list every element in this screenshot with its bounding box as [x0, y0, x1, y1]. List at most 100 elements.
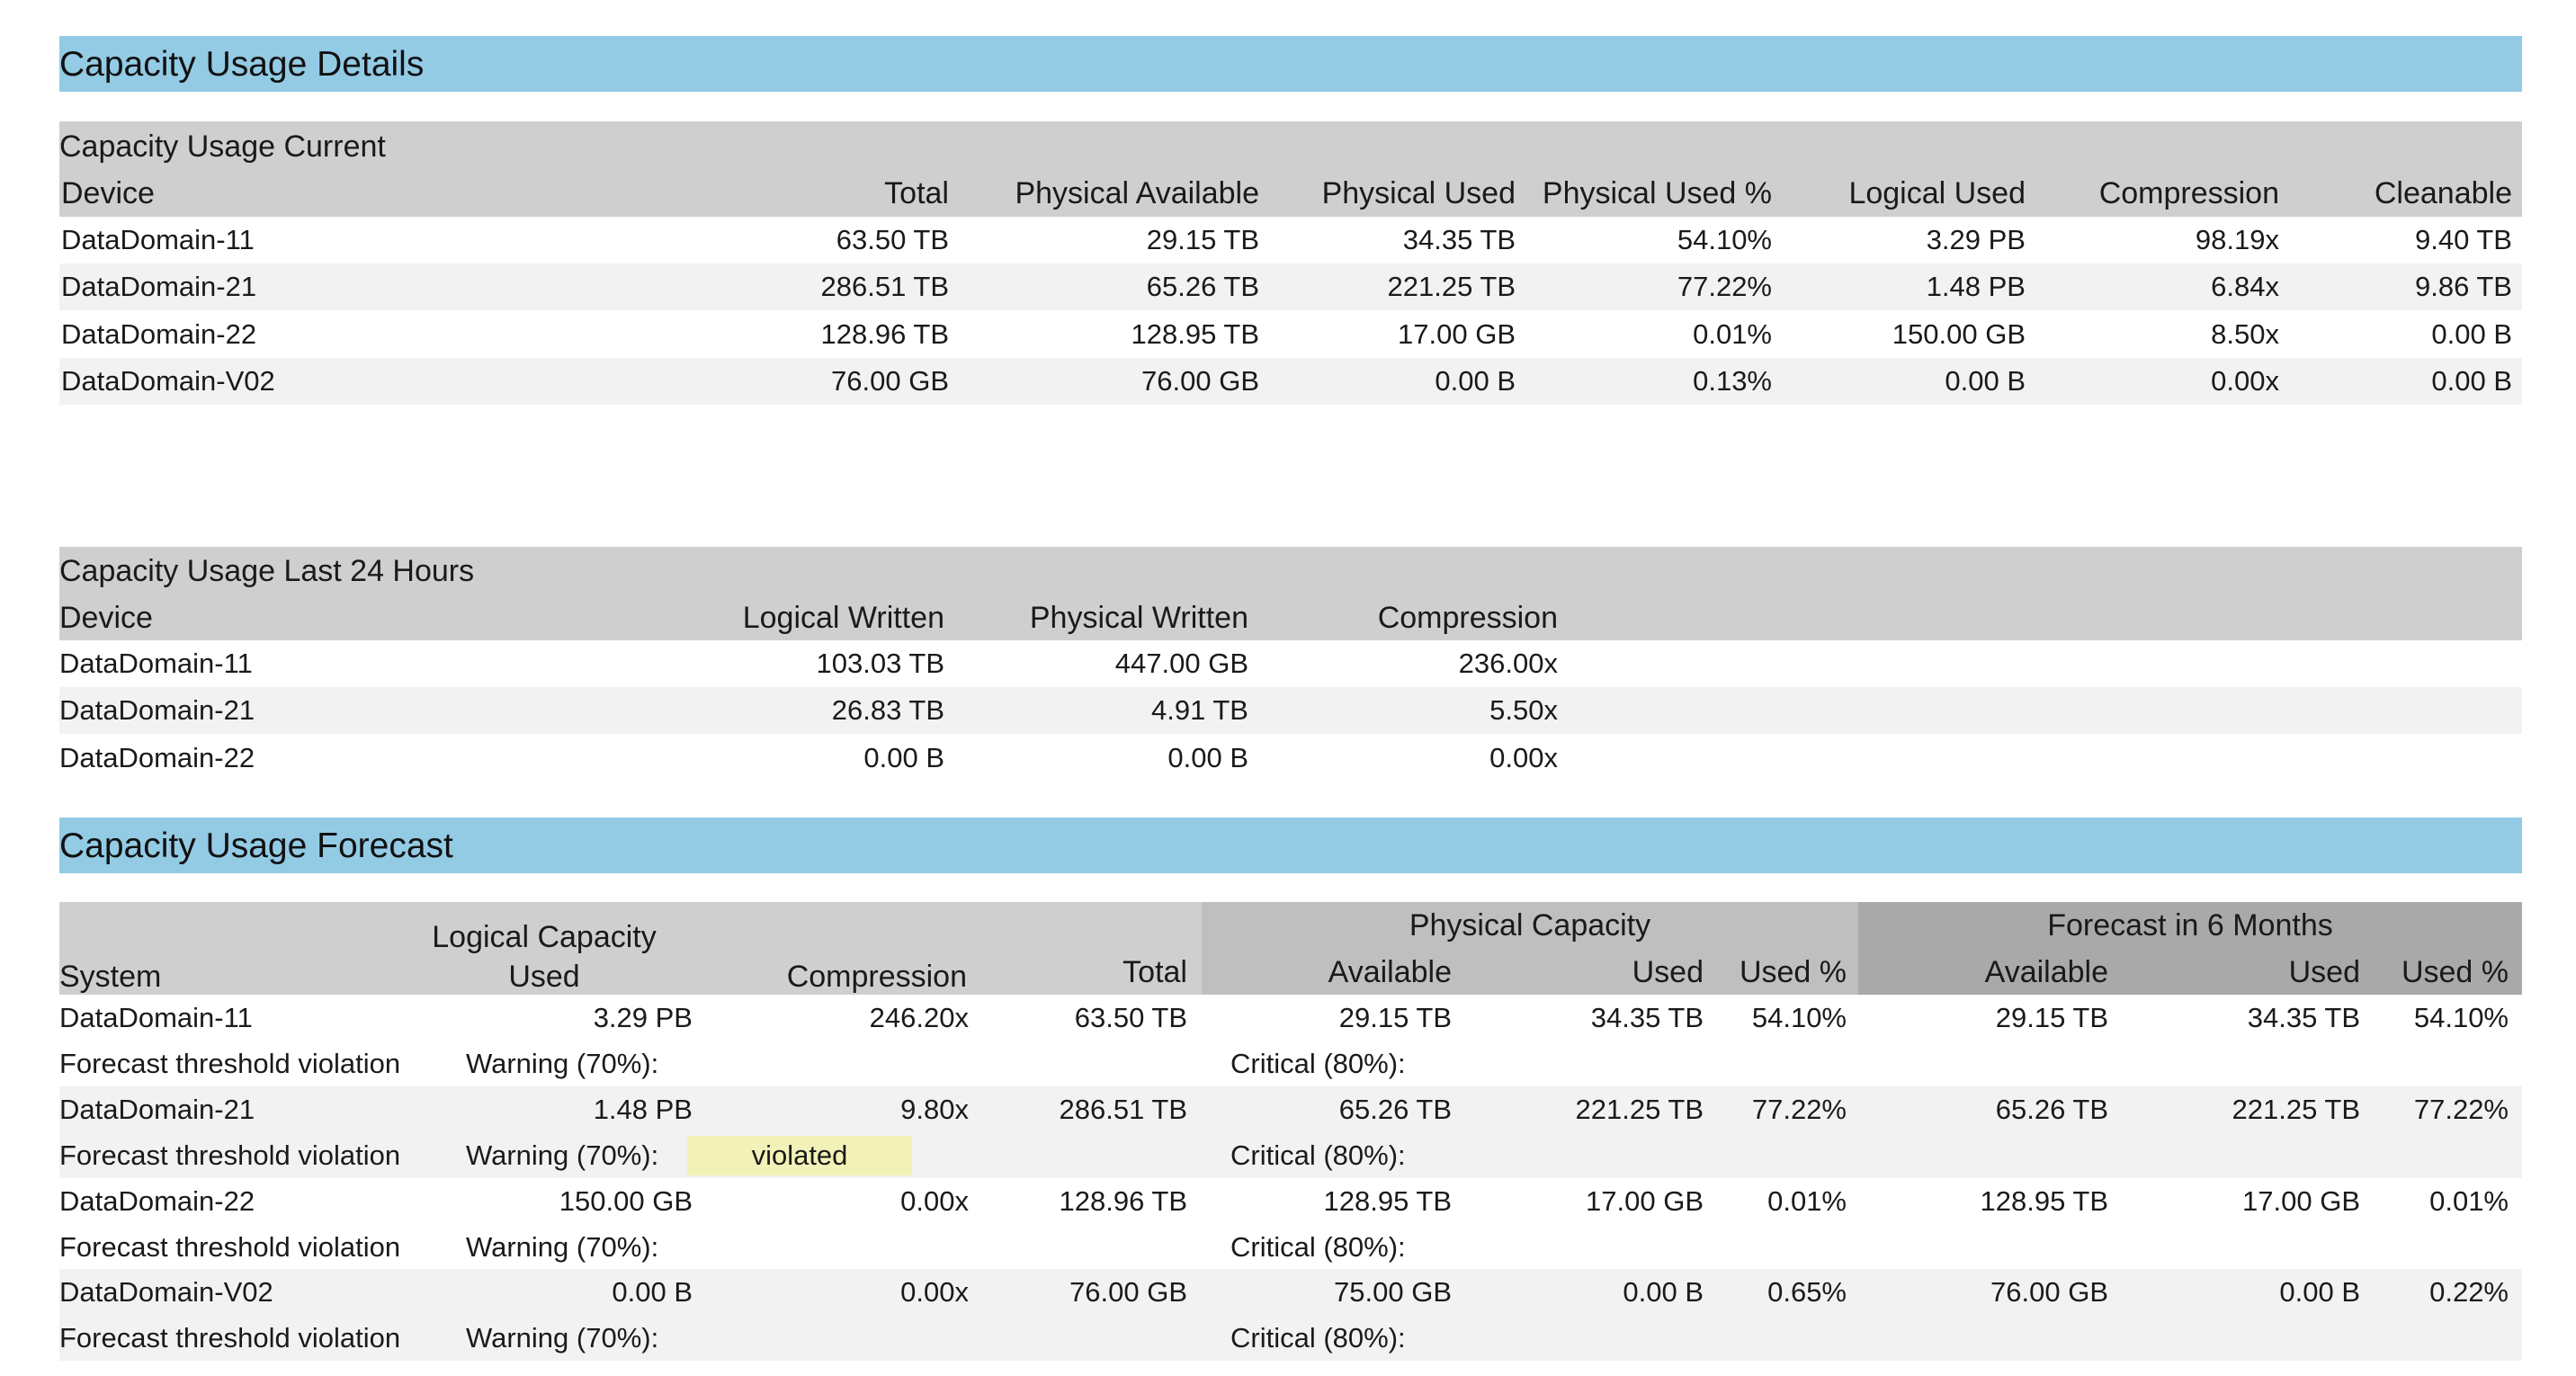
current-cell-physical-used: 0.00 B	[1435, 365, 1516, 397]
col-available: Available	[1328, 955, 1452, 989]
last24-cell-compression: 5.50x	[1489, 694, 1558, 726]
physical-capacity-group-label: Physical Capacity	[1409, 908, 1651, 943]
forecast-cell-compression: 0.00x	[900, 1185, 969, 1217]
forecast-cell-available: 29.15 TB	[1338, 1002, 1452, 1033]
forecast-cell-logical-used: 0.00 B	[612, 1276, 693, 1308]
current-col-logical-used: Logical Used	[1848, 176, 2026, 210]
current-row-device: DataDomain-V02	[61, 365, 275, 397]
forecast-critical-label: Critical (80%):	[1230, 1322, 1406, 1354]
forecast-cell-total: 286.51 TB	[1059, 1094, 1187, 1125]
forecast-cell-compression: 0.00x	[900, 1276, 969, 1308]
forecast-cell-f-available: 128.95 TB	[1980, 1185, 2108, 1217]
forecast-warning-label: Warning (70%):	[466, 1139, 659, 1171]
forecast-cell-f-used: 34.35 TB	[2247, 1002, 2360, 1033]
forecast-cell-f-used: 0.00 B	[2279, 1276, 2360, 1308]
forecast-cell-logical-used: 3.29 PB	[593, 1002, 693, 1033]
forecast-6months-group-label: Forecast in 6 Months	[2047, 908, 2333, 943]
warning-violated-text: violated	[751, 1139, 848, 1171]
forecast-row-stripe	[59, 1086, 2522, 1178]
forecast-cell-used: 17.00 GB	[1586, 1185, 1704, 1217]
last24-table-caption: Capacity Usage Last 24 Hours	[59, 554, 475, 588]
forecast-cell-f-used: 221.25 TB	[2232, 1094, 2360, 1125]
last24-row-device: DataDomain-22	[59, 742, 255, 773]
forecast-violation-label: Forecast threshold violation	[59, 1231, 401, 1263]
current-col-physical-available: Physical Available	[1015, 176, 1259, 210]
forecast-cell-f-used: 17.00 GB	[2242, 1185, 2360, 1217]
current-row-stripe	[59, 358, 2522, 405]
current-cell-total: 63.50 TB	[836, 224, 949, 255]
current-cell-compression: 98.19x	[2195, 224, 2279, 255]
last24-row-device: DataDomain-11	[59, 648, 253, 679]
forecast-violation-label: Forecast threshold violation	[59, 1139, 401, 1171]
current-cell-physical-used: 221.25 TB	[1387, 271, 1516, 302]
forecast-title: Capacity Usage Forecast	[59, 826, 453, 865]
current-row-stripe	[59, 264, 2522, 310]
forecast-row-system: DataDomain-V02	[59, 1276, 273, 1308]
details-title: Capacity Usage Details	[59, 45, 425, 84]
forecast-cell-f-used-pct: 0.22%	[2429, 1276, 2509, 1308]
last24-cell-physical-written: 4.91 TB	[1150, 694, 1248, 726]
forecast-cell-available: 65.26 TB	[1338, 1094, 1452, 1125]
current-cell-physical-available: 76.00 GB	[1141, 365, 1259, 397]
current-cell-physical-used-pct: 0.13%	[1693, 365, 1772, 397]
col-compression: Compression	[786, 960, 967, 994]
current-cell-logical-used: 3.29 PB	[1926, 224, 2026, 255]
forecast-cell-available: 75.00 GB	[1334, 1276, 1452, 1308]
last24-col-compression: Compression	[1377, 601, 1558, 635]
col-used: Used	[1632, 955, 1704, 989]
current-cell-physical-used-pct: 77.22%	[1677, 271, 1772, 302]
current-col-physical-used-pct: Physical Used %	[1542, 176, 1772, 210]
forecast-cell-used-pct: 0.01%	[1767, 1185, 1847, 1217]
col-logical-line1: Logical Capacity	[432, 920, 657, 954]
forecast-cell-compression: 9.80x	[900, 1094, 969, 1125]
current-cell-physical-available: 29.15 TB	[1146, 224, 1259, 255]
forecast-warning-label: Warning (70%):	[466, 1048, 659, 1079]
forecast-cell-f-available: 29.15 TB	[1995, 1002, 2108, 1033]
current-row-device: DataDomain-21	[61, 271, 257, 302]
forecast-cell-f-used-pct: 54.10%	[2413, 1002, 2509, 1033]
current-cell-logical-used: 0.00 B	[1945, 365, 2026, 397]
forecast-warning-label: Warning (70%):	[466, 1322, 659, 1354]
current-row-device: DataDomain-22	[61, 318, 257, 350]
forecast-cell-f-available: 65.26 TB	[1995, 1094, 2108, 1125]
col-used-pct: Used %	[1739, 955, 1847, 989]
forecast-cell-total: 128.96 TB	[1059, 1185, 1187, 1217]
forecast-violation-label: Forecast threshold violation	[59, 1322, 401, 1354]
current-table-caption: Capacity Usage Current	[59, 130, 386, 164]
forecast-cell-compression: 246.20x	[869, 1002, 969, 1033]
forecast-critical-label: Critical (80%):	[1230, 1231, 1406, 1263]
last24-cell-compression: 236.00x	[1458, 648, 1558, 679]
current-cell-physical-available: 65.26 TB	[1146, 271, 1259, 302]
forecast-cell-f-used-pct: 0.01%	[2429, 1185, 2509, 1217]
current-cell-cleanable: 9.40 TB	[2414, 224, 2512, 255]
forecast-critical-label: Critical (80%):	[1230, 1139, 1406, 1171]
forecast-violation-label: Forecast threshold violation	[59, 1048, 401, 1079]
last24-col-logical-written: Logical Written	[742, 601, 944, 635]
col-forecast-used: Used	[2288, 955, 2360, 989]
details-banner: Capacity Usage Details	[59, 36, 2522, 92]
last24-cell-physical-written: 0.00 B	[1167, 742, 1248, 773]
forecast-cell-logical-used: 1.48 PB	[593, 1094, 693, 1125]
current-cell-physical-used-pct: 54.10%	[1677, 224, 1772, 255]
current-cell-cleanable: 9.86 TB	[2414, 271, 2512, 302]
forecast-row-stripe	[59, 1269, 2522, 1361]
forecast-cell-logical-used: 150.00 GB	[559, 1185, 693, 1217]
forecast-cell-used: 34.35 TB	[1590, 1002, 1704, 1033]
forecast-header-physical	[1202, 902, 1858, 995]
forecast-cell-used: 0.00 B	[1623, 1276, 1704, 1308]
current-cell-physical-available: 128.95 TB	[1131, 318, 1259, 350]
current-col-compression: Compression	[2098, 176, 2279, 210]
forecast-cell-used-pct: 77.22%	[1751, 1094, 1847, 1125]
col-forecast-available: Available	[1984, 955, 2108, 989]
forecast-cell-total: 63.50 TB	[1074, 1002, 1187, 1033]
forecast-cell-used: 221.25 TB	[1575, 1094, 1704, 1125]
forecast-cell-used-pct: 0.65%	[1767, 1276, 1847, 1308]
current-cell-cleanable: 0.00 B	[2431, 318, 2512, 350]
last24-cell-logical-written: 26.83 TB	[831, 694, 944, 726]
forecast-cell-total: 76.00 GB	[1069, 1276, 1187, 1308]
current-table-header	[59, 121, 2522, 217]
forecast-header-left	[59, 902, 1202, 995]
last24-cell-logical-written: 0.00 B	[863, 742, 944, 773]
current-cell-physical-used: 34.35 TB	[1402, 224, 1516, 255]
current-cell-total: 286.51 TB	[820, 271, 949, 302]
